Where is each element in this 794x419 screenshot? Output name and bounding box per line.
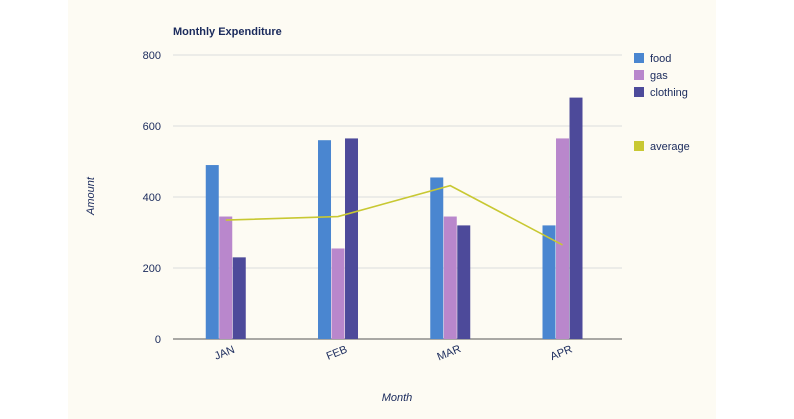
bar-clothing-jan	[232, 257, 246, 339]
x-tick-label: FEB	[325, 344, 349, 363]
x-tick-label: APR	[549, 343, 575, 363]
bars	[205, 97, 583, 339]
bar-clothing-apr	[569, 97, 583, 339]
x-axis-ticks: JAN FEB MAR APR	[213, 343, 574, 363]
legend-swatch-gas	[634, 70, 644, 80]
y-axis-ticks: 0 200 400 600 800	[143, 50, 161, 346]
chart-title: Monthly Expenditure	[173, 26, 282, 38]
x-tick-label: MAR	[436, 343, 463, 363]
bar-food-mar	[430, 177, 444, 339]
legend-swatch-clothing	[634, 87, 644, 97]
legend-label-food: food	[650, 53, 671, 65]
bar-gas-apr	[556, 138, 570, 339]
legend-swatch-food	[634, 53, 644, 63]
y-tick-label: 600	[143, 121, 161, 133]
y-tick-label: 0	[155, 334, 161, 346]
bar-food-jan	[205, 165, 219, 339]
legend: food gas clothing average	[634, 53, 690, 153]
y-tick-label: 800	[143, 50, 161, 62]
bar-food-feb	[318, 140, 332, 339]
y-tick-label: 400	[143, 192, 161, 204]
average-line-group	[225, 184, 563, 246]
average-line	[225, 184, 563, 246]
legend-swatch-average	[634, 141, 644, 151]
bar-clothing-feb	[345, 138, 359, 339]
y-axis-label: Amount	[85, 176, 97, 216]
chart-background	[68, 0, 716, 419]
legend-label-clothing: clothing	[650, 87, 688, 99]
legend-label-average: average	[650, 141, 690, 153]
bar-gas-feb	[331, 248, 345, 339]
y-tick-label: 200	[143, 263, 161, 275]
legend-label-gas: gas	[650, 70, 668, 82]
x-tick-label: JAN	[213, 344, 237, 363]
bar-food-apr	[542, 225, 556, 339]
bar-gas-jan	[219, 216, 233, 339]
bar-clothing-mar	[457, 225, 471, 339]
bar-gas-mar	[443, 216, 457, 339]
x-axis-label: Month	[382, 392, 413, 404]
